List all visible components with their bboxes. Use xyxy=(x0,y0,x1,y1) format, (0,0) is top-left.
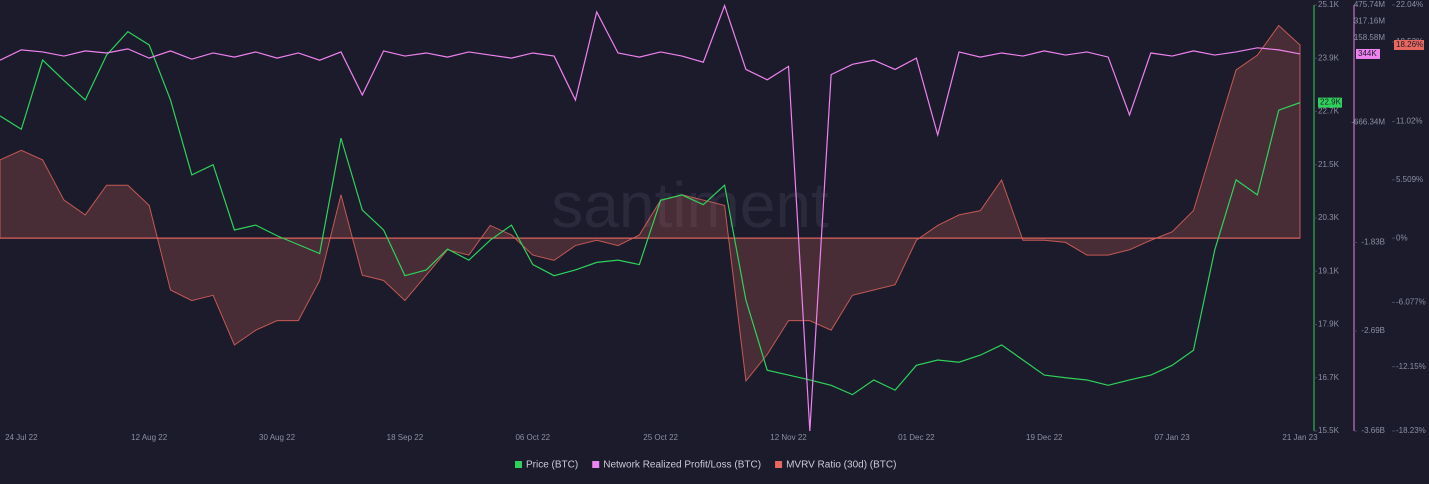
legend-label: Price (BTC) xyxy=(526,460,578,471)
legend-label: Network Realized Profit/Loss (BTC) xyxy=(603,460,761,471)
x-tick-label: 12 Nov 22 xyxy=(770,433,807,442)
value-badge xyxy=(1394,39,1424,50)
y-tick-label: -1.83B xyxy=(1361,238,1385,247)
x-tick-label: 30 Aug 22 xyxy=(259,433,296,442)
legend-swatch xyxy=(775,461,783,468)
y-tick-label: 317.16M xyxy=(1354,16,1385,25)
x-tick-label: 06 Oct 22 xyxy=(515,433,550,442)
y-tick-label: 22.04% xyxy=(1396,0,1423,9)
y-tick-label: -2.69B xyxy=(1361,326,1385,335)
y-tick-label: 15.5K xyxy=(1318,426,1340,435)
legend: Price (BTC) Network Realized Profit/Loss … xyxy=(515,460,896,471)
y-tick-label: 16.7K xyxy=(1318,373,1340,382)
x-tick-label: 07 Jan 23 xyxy=(1155,433,1191,442)
y-tick-label: 11.02% xyxy=(1396,117,1423,126)
x-tick-label: 18 Sep 22 xyxy=(387,433,424,442)
x-tick-label: 21 Jan 23 xyxy=(1282,433,1318,442)
value-label: 18.26% xyxy=(1396,40,1423,49)
y-tick-label: 158.58M xyxy=(1354,33,1385,42)
y-tick-label: -12.15% xyxy=(1396,362,1426,371)
value-badge xyxy=(1318,97,1342,108)
line xyxy=(0,3,1301,432)
value-label: 22.9K xyxy=(1320,98,1342,107)
x-tick-label: 01 Dec 22 xyxy=(898,433,935,442)
y-tick-label: 20.3K xyxy=(1318,213,1340,222)
y-tick-label: 17.9K xyxy=(1318,320,1340,329)
y-tick-label: 5.509% xyxy=(1396,175,1423,184)
y-tick-label: -666.34M xyxy=(1351,118,1385,127)
y-tick-label: -3.66B xyxy=(1361,426,1385,435)
legend-label: MVRV Ratio (30d) (BTC) xyxy=(786,460,896,471)
watermark: santiment xyxy=(551,169,829,241)
value-badge xyxy=(1356,48,1380,59)
y-tick-label: 22.7K xyxy=(1318,107,1340,116)
y-tick-label: 0% xyxy=(1396,233,1408,242)
x-tick-label: 25 Oct 22 xyxy=(643,433,678,442)
line xyxy=(0,30,1301,396)
legend-swatch xyxy=(592,461,600,468)
y-tick-label: 475.74M xyxy=(1354,0,1385,9)
legend-swatch xyxy=(515,461,522,468)
value-label: 344K xyxy=(1358,49,1377,58)
y-tick-label: 25.1K xyxy=(1318,0,1340,9)
x-tick-label: 12 Aug 22 xyxy=(131,433,168,442)
y-tick-label: -18.23% xyxy=(1396,426,1426,435)
y-tick-label: 19.1K xyxy=(1318,266,1340,275)
y-tick-label: 21.5K xyxy=(1318,160,1340,169)
y-tick-label: 23.9K xyxy=(1318,53,1340,62)
x-tick-label: 24 Jul 22 xyxy=(5,433,38,442)
x-tick-label: 19 Dec 22 xyxy=(1026,433,1063,442)
y-tick-label: -6.077% xyxy=(1396,298,1426,307)
